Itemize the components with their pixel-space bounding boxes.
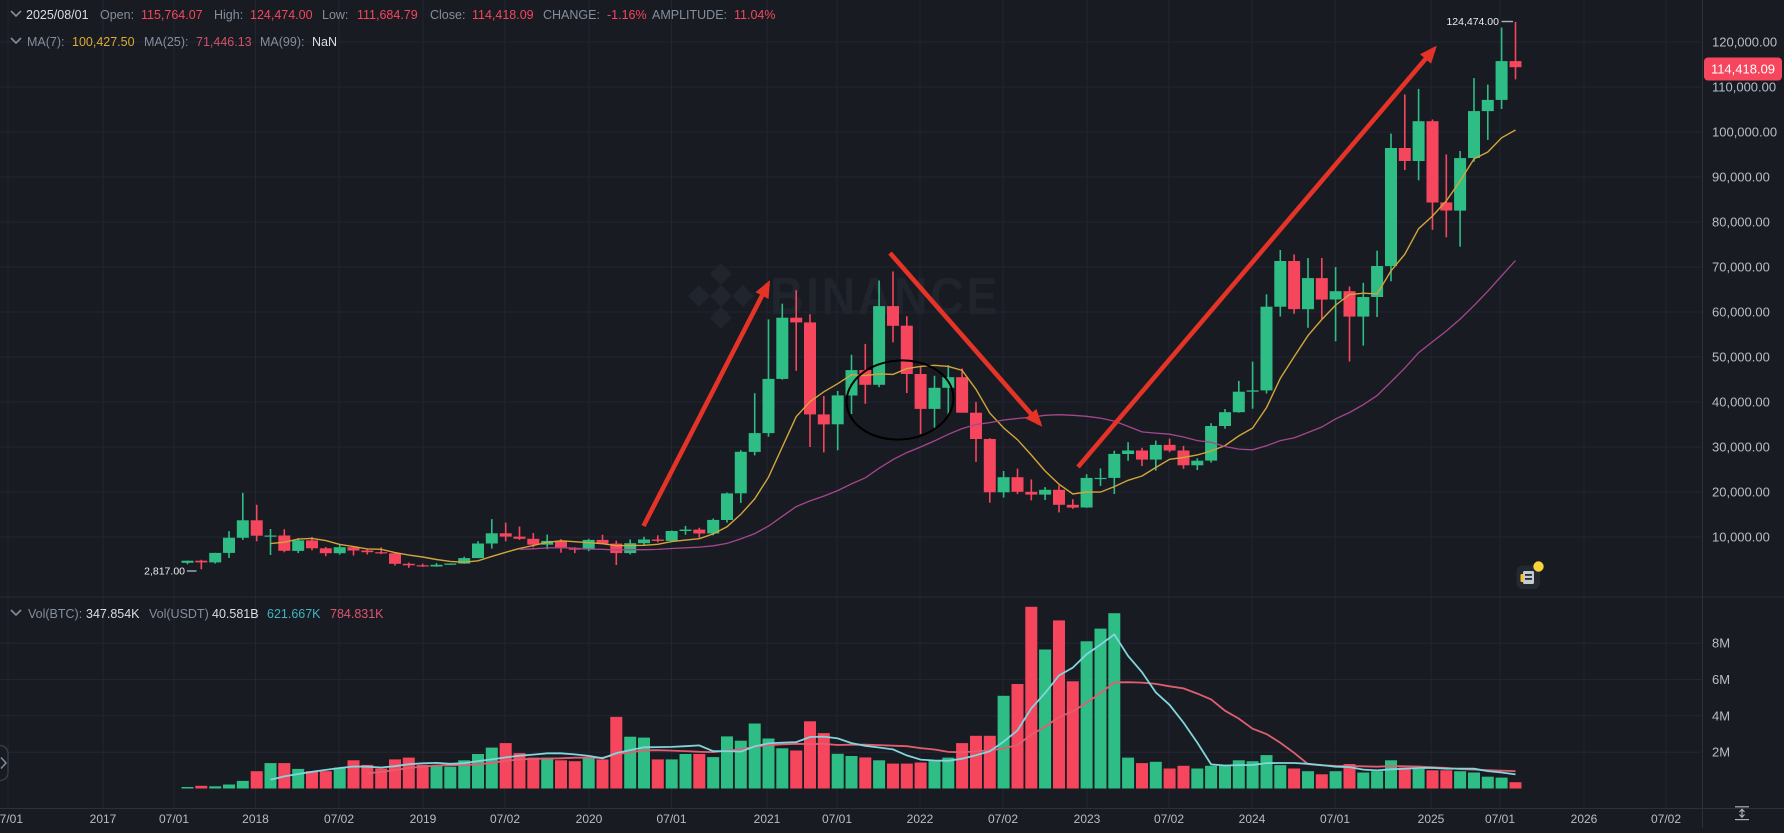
svg-text:2,817.00: 2,817.00 <box>144 566 185 578</box>
svg-text:Low:: Low: <box>322 8 348 22</box>
svg-text:07/01: 07/01 <box>0 812 23 826</box>
svg-text:Open:: Open: <box>100 8 134 22</box>
svg-text:80,000.00: 80,000.00 <box>1712 215 1770 230</box>
svg-text:4M: 4M <box>1712 708 1730 723</box>
svg-text:100,427.50: 100,427.50 <box>72 35 135 49</box>
svg-text:100,000.00: 100,000.00 <box>1712 125 1777 140</box>
svg-text:2020: 2020 <box>576 812 603 826</box>
svg-text:2M: 2M <box>1712 745 1730 760</box>
svg-text:621.667K: 621.667K <box>267 607 321 621</box>
svg-text:60,000.00: 60,000.00 <box>1712 305 1770 320</box>
svg-text:784.831K: 784.831K <box>330 607 384 621</box>
svg-text:Vol(BTC):: Vol(BTC): <box>28 607 82 621</box>
svg-text:2022: 2022 <box>907 812 934 826</box>
svg-text:NaN: NaN <box>312 35 337 49</box>
svg-text:30,000.00: 30,000.00 <box>1712 440 1770 455</box>
svg-text:8M: 8M <box>1712 636 1730 651</box>
svg-text:10,000.00: 10,000.00 <box>1712 530 1770 545</box>
svg-text:07/02: 07/02 <box>490 812 520 826</box>
svg-text:07/01: 07/01 <box>1485 812 1515 826</box>
svg-text:111,684.79: 111,684.79 <box>357 8 418 22</box>
svg-text:07/01: 07/01 <box>159 812 189 826</box>
svg-text:40,000.00: 40,000.00 <box>1712 395 1770 410</box>
svg-text:2023: 2023 <box>1074 812 1101 826</box>
svg-text:MA(99):: MA(99): <box>260 35 304 49</box>
svg-text:MA(7):: MA(7): <box>27 35 65 49</box>
svg-text:MA(25):: MA(25): <box>144 35 188 49</box>
svg-text:40.581B: 40.581B <box>212 607 259 621</box>
svg-text:124,474.00: 124,474.00 <box>1446 16 1499 28</box>
svg-text:120,000.00: 120,000.00 <box>1712 35 1777 50</box>
svg-text:07/01: 07/01 <box>1320 812 1350 826</box>
svg-text:347.854K: 347.854K <box>86 607 140 621</box>
svg-text:-1.16%: -1.16% <box>607 8 647 22</box>
svg-text:Close:: Close: <box>430 8 465 22</box>
svg-text:114,418.09: 114,418.09 <box>1711 62 1775 77</box>
svg-text:07/02: 07/02 <box>324 812 354 826</box>
svg-text:High:: High: <box>214 8 243 22</box>
svg-text:110,000.00: 110,000.00 <box>1712 80 1776 95</box>
svg-text:6M: 6M <box>1712 672 1730 687</box>
svg-text:124,474.00: 124,474.00 <box>250 8 313 22</box>
svg-text:2025/08/01: 2025/08/01 <box>26 8 89 22</box>
svg-text:AMPLITUDE:: AMPLITUDE: <box>652 8 727 22</box>
svg-text:115,764.07: 115,764.07 <box>141 8 203 22</box>
svg-text:2025: 2025 <box>1418 812 1445 826</box>
svg-text:2024: 2024 <box>1239 812 1266 826</box>
svg-text:71,446.13: 71,446.13 <box>196 35 252 49</box>
svg-text:Vol(USDT): Vol(USDT) <box>149 607 209 621</box>
svg-text:07/01: 07/01 <box>656 812 686 826</box>
svg-text:11.04%: 11.04% <box>734 8 775 22</box>
svg-text:114,418.09: 114,418.09 <box>472 8 534 22</box>
svg-text:70,000.00: 70,000.00 <box>1712 260 1770 275</box>
svg-text:CHANGE:: CHANGE: <box>543 8 600 22</box>
svg-text:07/02: 07/02 <box>1651 812 1681 826</box>
svg-text:2019: 2019 <box>410 812 437 826</box>
svg-text:2018: 2018 <box>242 812 269 826</box>
svg-text:2026: 2026 <box>1571 812 1598 826</box>
svg-text:2021: 2021 <box>754 812 781 826</box>
svg-text:07/01: 07/01 <box>822 812 852 826</box>
svg-text:07/02: 07/02 <box>988 812 1018 826</box>
svg-text:2017: 2017 <box>90 812 117 826</box>
svg-text:50,000.00: 50,000.00 <box>1712 350 1770 365</box>
svg-text:07/02: 07/02 <box>1154 812 1184 826</box>
svg-text:20,000.00: 20,000.00 <box>1712 485 1770 500</box>
svg-text:90,000.00: 90,000.00 <box>1712 170 1770 185</box>
